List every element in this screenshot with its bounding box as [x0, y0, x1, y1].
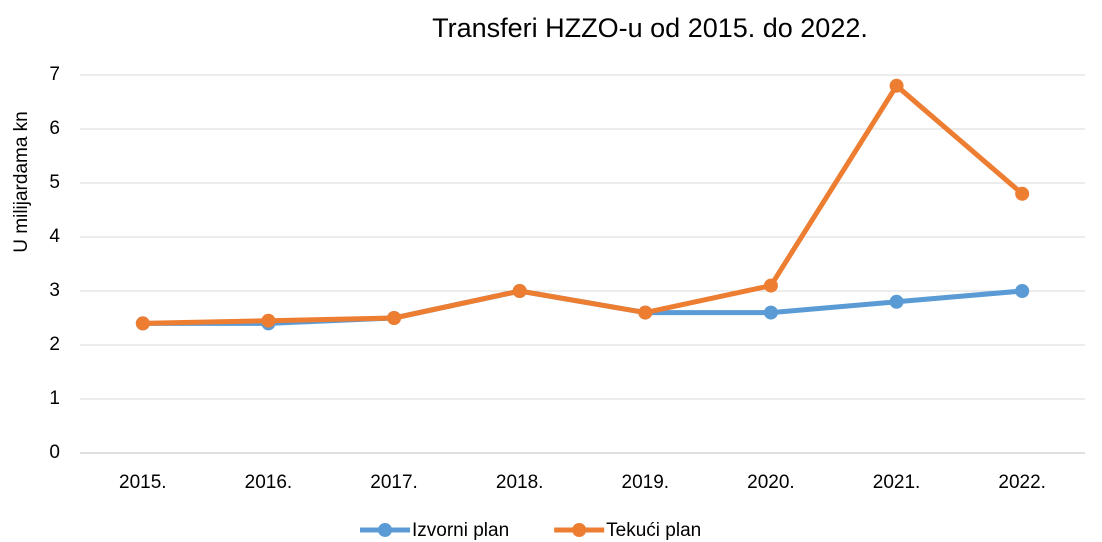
series-marker [387, 311, 402, 325]
y-tick-label: 1 [49, 388, 60, 409]
y-tick-label: 7 [49, 64, 60, 85]
chart-title: Transferi HZZO-u od 2015. do 2022. [432, 13, 868, 43]
series-marker [763, 278, 778, 293]
x-tick-label: 2022. [998, 472, 1046, 493]
series-marker [135, 316, 150, 331]
series-marker [1015, 284, 1030, 298]
x-tick-label: 2019. [622, 472, 670, 493]
series-marker [261, 313, 276, 328]
series-marker [638, 305, 653, 320]
x-tick-label: 2015. [119, 472, 167, 493]
series-marker [763, 305, 778, 320]
legend-marker [572, 523, 587, 537]
y-tick-label: 5 [49, 172, 60, 193]
y-tick-label: 0 [49, 442, 60, 463]
x-tick-label: 2020. [747, 472, 795, 493]
x-tick-label: 2018. [496, 472, 544, 493]
x-tick-label: 2017. [370, 472, 418, 493]
legend-label: Izvorni plan [412, 520, 509, 541]
series-line [142, 83, 1024, 326]
legend-marker [378, 523, 392, 537]
x-tick-label: 2021. [873, 472, 921, 493]
y-tick-label: 3 [49, 280, 60, 301]
y-tick-label: 4 [49, 226, 60, 247]
x-tick-label: 2016. [245, 472, 293, 493]
series-marker [889, 78, 904, 93]
y-tick-label: 6 [49, 118, 60, 139]
series-marker [512, 284, 527, 298]
y-axis-label: U milijardama kn [11, 111, 32, 252]
series-marker [1015, 186, 1030, 201]
legend-label: Tekući plan [606, 520, 701, 541]
y-tick-label: 2 [49, 334, 60, 355]
series-marker [889, 294, 904, 309]
